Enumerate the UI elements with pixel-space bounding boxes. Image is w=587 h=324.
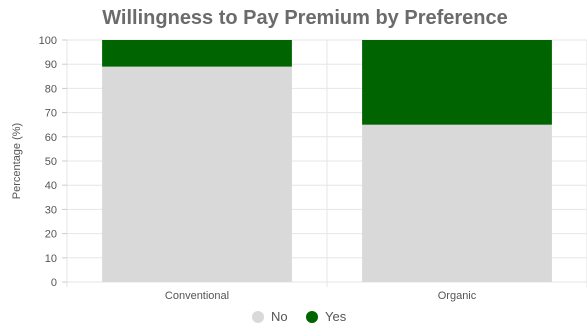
x-axis: Conventional Organic	[165, 290, 477, 302]
y-tick-label: 50	[45, 156, 57, 168]
bar-segment-yes	[362, 40, 552, 125]
legend: No Yes	[252, 309, 347, 324]
y-tick-label: 10	[45, 253, 57, 265]
y-tick-label: 90	[45, 59, 57, 71]
chart-title: Willingness to Pay Premium by Preference	[102, 7, 508, 29]
bar-segment-no	[362, 124, 552, 282]
legend-label-no: No	[271, 309, 288, 324]
y-tick-label: 60	[45, 132, 57, 144]
y-tick-label: 100	[39, 35, 57, 47]
y-tick-label: 30	[45, 204, 57, 216]
y-tick-label: 0	[51, 277, 57, 289]
legend-swatch-yes[interactable]	[306, 311, 318, 323]
y-axis: 0 10 20 30 40 50 60 70 80 90 100	[39, 35, 67, 289]
y-tick-label: 70	[45, 108, 57, 120]
x-tick-label: Conventional	[165, 290, 229, 302]
x-tick-label: Organic	[438, 290, 477, 302]
y-tick-label: 80	[45, 83, 57, 95]
y-tick-label: 40	[45, 180, 57, 192]
bars	[102, 40, 552, 283]
bar-segment-yes	[102, 40, 292, 67]
bar-segment-no	[102, 66, 292, 283]
y-tick-label: 20	[45, 229, 57, 241]
legend-swatch-no[interactable]	[252, 311, 264, 323]
legend-label-yes: Yes	[325, 309, 347, 324]
y-axis-label: Percentage (%)	[11, 123, 23, 199]
